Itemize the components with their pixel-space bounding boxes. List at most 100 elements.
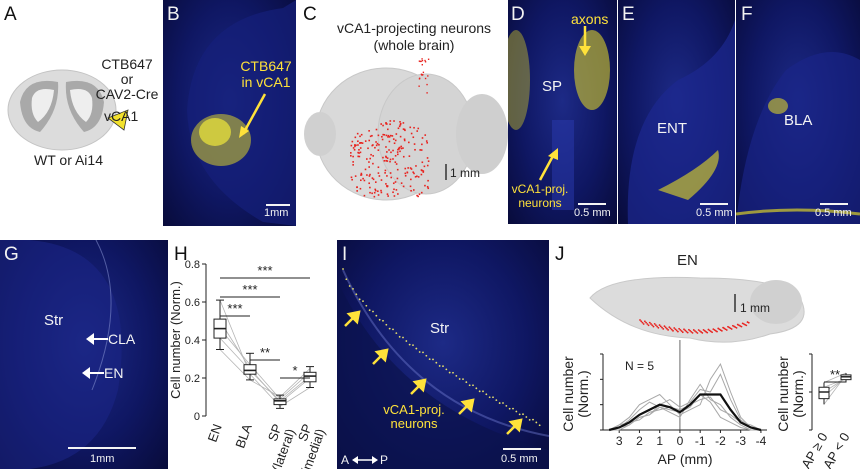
neuron-dot	[664, 326, 667, 329]
neuron-dot	[398, 125, 401, 128]
neuron-dot	[386, 175, 388, 177]
neuron-dot	[352, 164, 354, 166]
neuron-dot	[426, 92, 428, 94]
neuron-dot	[645, 321, 648, 324]
neuron-dot	[427, 58, 430, 60]
neuron-dot	[357, 155, 360, 158]
ventricle-right	[70, 89, 93, 122]
neuron-dot	[399, 123, 402, 126]
neuron-dot	[643, 320, 646, 323]
neuron-dot	[518, 413, 521, 416]
neuron-dot	[505, 404, 508, 407]
neuron-dot	[396, 153, 399, 156]
neuron-dot	[465, 381, 468, 384]
neuron-dot	[384, 172, 386, 174]
arrow-d-neurons	[538, 148, 558, 181]
neuron-dot	[657, 326, 660, 329]
arrow-i-4-head	[460, 398, 475, 413]
x-tick-label: 2	[636, 434, 643, 448]
neuron-dot	[735, 326, 738, 329]
neuron-dot	[694, 330, 696, 332]
neuron-dot	[410, 168, 413, 170]
neuron-dot	[377, 172, 380, 174]
neuron-dot	[371, 192, 373, 195]
scalebar-g	[68, 447, 136, 449]
neuron-dot	[403, 128, 406, 131]
neuron-dot	[348, 285, 351, 287]
neuron-dot	[432, 358, 434, 361]
neuron-dot	[424, 59, 426, 62]
neuron-dot	[402, 128, 405, 130]
neuron-dot	[674, 328, 677, 331]
neuron-dot	[512, 407, 514, 410]
sp-tissue	[552, 120, 574, 210]
ap-double-arrow	[352, 456, 378, 464]
neuron-dot	[416, 130, 419, 132]
neuron-dot	[420, 60, 422, 63]
y-axis-label-line1: Cell number	[560, 356, 576, 432]
micrograph-e	[618, 0, 735, 224]
neuron-dot	[410, 189, 412, 192]
neuron-dot	[404, 167, 407, 170]
neuron-dot	[412, 171, 415, 174]
neuron-dot	[706, 331, 709, 334]
neuron-dot	[369, 135, 372, 138]
ent-signal	[658, 150, 719, 200]
panel-label-a: A	[4, 4, 17, 25]
neuron-dot	[380, 189, 382, 192]
neuron-dot	[414, 176, 417, 178]
neuron-dot	[415, 165, 417, 167]
hippocampus-tissue	[187, 0, 296, 226]
neuron-dot	[397, 193, 399, 195]
neuron-dot	[385, 159, 388, 162]
neuron-dot	[676, 330, 679, 333]
neuron-dot	[661, 326, 663, 329]
neuron-dot	[375, 314, 378, 317]
subject-line	[219, 349, 311, 398]
neuron-dot	[351, 140, 354, 143]
neuron-dot	[382, 156, 384, 159]
neuron-dot	[701, 332, 704, 334]
en-sagittal-view	[589, 276, 805, 343]
neuron-dot	[387, 128, 389, 131]
neuron-dot	[422, 351, 424, 354]
neuron-dot	[386, 185, 389, 187]
neuron-dot	[382, 133, 384, 136]
neuron-dot	[385, 323, 388, 326]
neuron-dot	[679, 329, 682, 331]
significance-stars: *	[292, 363, 297, 378]
neuron-dot	[397, 127, 400, 130]
neuron-dot	[700, 331, 703, 333]
neuron-dot	[697, 329, 700, 331]
scalebar-e	[700, 203, 728, 205]
arrow-axons	[579, 26, 591, 56]
neuron-dot	[639, 319, 641, 321]
neuron-dot	[393, 120, 395, 122]
neuron-dot	[404, 174, 407, 177]
neuron-dot	[673, 327, 676, 329]
neuron-dot	[716, 330, 718, 333]
scalebar-j-label: 1 mm	[740, 301, 770, 315]
scalebar-b	[266, 204, 290, 206]
neuron-dot	[669, 327, 672, 330]
en-neuron-dots	[342, 268, 541, 427]
chart-j-line: 3 2 1 0 -1 -2 -3 -4 AP (mm) Cell number(Norm.) N =…	[560, 340, 767, 467]
cerebellum	[456, 94, 508, 174]
neuron-dot	[492, 396, 494, 399]
panel-c-title: vCA1-projecting neurons (whole brain)	[320, 20, 508, 54]
region-sp: SP	[542, 78, 563, 95]
neuron-dot	[502, 402, 504, 404]
neuron-dot	[417, 195, 419, 198]
neuron-dot	[705, 330, 707, 333]
neuron-dot	[684, 329, 687, 332]
neuron-dot	[658, 324, 661, 326]
scalebar-d	[578, 203, 606, 205]
x-tick-line: SP	[295, 422, 315, 443]
micrograph-b	[163, 0, 296, 226]
neuron-dot	[416, 194, 418, 197]
panel-c-title-line1: vCA1-projecting neurons	[336, 20, 492, 36]
neuron-dot	[342, 268, 344, 270]
neuron-dot	[647, 324, 650, 327]
neuron-dot	[352, 155, 354, 158]
scalebar-e-label: 0.5 mm	[696, 207, 733, 219]
